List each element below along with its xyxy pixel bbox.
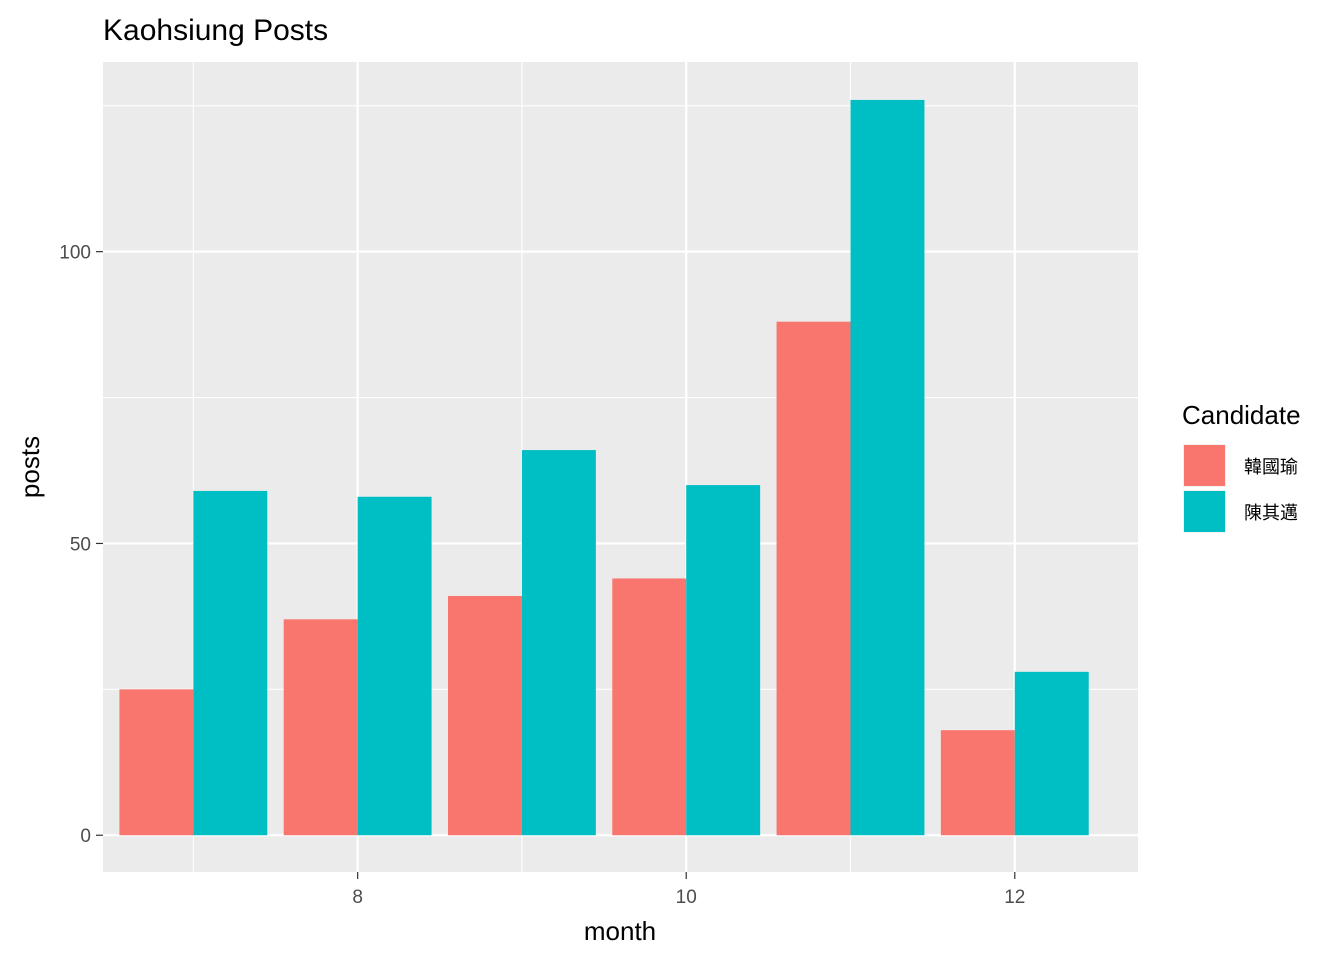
bar (357, 496, 432, 836)
bar (1014, 671, 1089, 836)
bar (612, 578, 687, 836)
bar (776, 321, 851, 836)
bar (283, 619, 358, 836)
y-axis-title: posts (15, 436, 45, 498)
chart-title: Kaohsiung Posts (103, 14, 328, 47)
x-axis-title: month (584, 916, 656, 946)
bar (521, 450, 596, 836)
x-tick-label: 8 (352, 887, 363, 908)
bar (686, 485, 761, 836)
bar (448, 595, 522, 836)
y-tick-label: 0 (80, 826, 91, 847)
legend-label: 韓國瑜 (1244, 457, 1298, 478)
y-tick-label: 50 (70, 534, 91, 555)
legend-title: Candidate (1182, 400, 1301, 430)
x-axis: 8 10 12 (352, 872, 1025, 908)
y-axis: 0 50 100 (59, 243, 103, 847)
x-tick-label: 12 (1004, 887, 1025, 908)
legend-swatch (1184, 445, 1225, 486)
x-tick-label: 10 (676, 887, 697, 908)
bar (193, 490, 268, 836)
bar (119, 689, 194, 836)
bars (119, 99, 1089, 836)
legend-label: 陳其邁 (1244, 503, 1298, 524)
bar (940, 730, 1015, 836)
legend-swatch (1184, 491, 1225, 532)
bar (850, 99, 925, 836)
y-tick-label: 100 (59, 243, 91, 264)
